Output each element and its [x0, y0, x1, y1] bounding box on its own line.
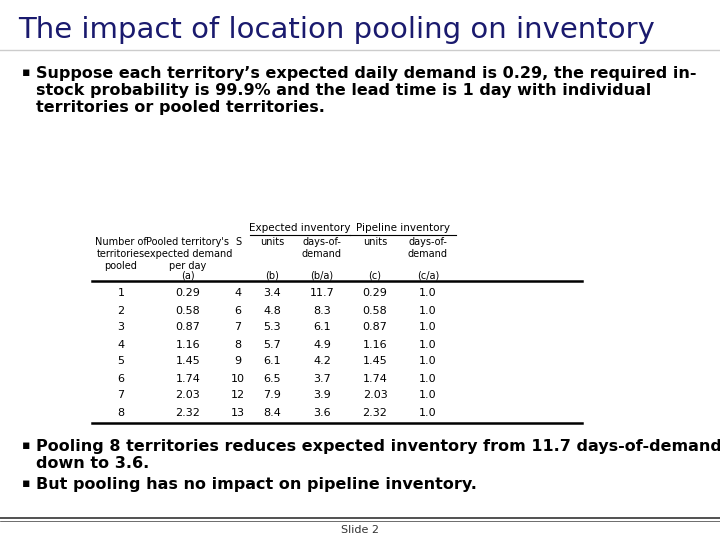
Text: S: S: [235, 237, 241, 247]
Text: 0.29: 0.29: [176, 288, 200, 299]
Text: 4: 4: [117, 340, 125, 349]
Text: Expected inventory: Expected inventory: [249, 223, 351, 233]
Text: 6.5: 6.5: [264, 374, 281, 383]
Text: 1.0: 1.0: [419, 322, 437, 333]
Text: The impact of location pooling on inventory: The impact of location pooling on invent…: [18, 16, 655, 44]
Text: 8: 8: [235, 340, 242, 349]
Text: Suppose each territory’s expected daily demand is 0.29, the required in-: Suppose each territory’s expected daily …: [36, 66, 696, 81]
Text: units: units: [260, 237, 284, 247]
Text: 2.32: 2.32: [176, 408, 200, 417]
Text: 1.0: 1.0: [419, 340, 437, 349]
Text: 3.9: 3.9: [313, 390, 331, 401]
Text: (c/a): (c/a): [417, 271, 439, 281]
Text: 5.7: 5.7: [263, 340, 281, 349]
Text: 6.1: 6.1: [264, 356, 281, 367]
Text: 3.7: 3.7: [313, 374, 331, 383]
Text: 0.29: 0.29: [363, 288, 387, 299]
Text: 1.0: 1.0: [419, 288, 437, 299]
Text: 1.74: 1.74: [363, 374, 387, 383]
Text: Number of
territories
pooled: Number of territories pooled: [95, 237, 147, 271]
Text: 1.0: 1.0: [419, 356, 437, 367]
Text: 7.9: 7.9: [263, 390, 281, 401]
Text: territories or pooled territories.: territories or pooled territories.: [36, 100, 325, 115]
Text: 1.0: 1.0: [419, 306, 437, 315]
Text: 9: 9: [235, 356, 242, 367]
Text: 5.3: 5.3: [264, 322, 281, 333]
Text: (c): (c): [369, 271, 382, 281]
Text: 1.0: 1.0: [419, 374, 437, 383]
Text: days-of-
demand: days-of- demand: [408, 237, 448, 259]
Text: 10: 10: [231, 374, 245, 383]
Text: 1.45: 1.45: [363, 356, 387, 367]
Text: 2.32: 2.32: [363, 408, 387, 417]
Text: 1.0: 1.0: [419, 408, 437, 417]
Text: 13: 13: [231, 408, 245, 417]
Text: 1.45: 1.45: [176, 356, 200, 367]
Text: 4: 4: [235, 288, 242, 299]
Text: days-of-
demand: days-of- demand: [302, 237, 342, 259]
Text: (b/a): (b/a): [310, 271, 333, 281]
Text: 11.7: 11.7: [310, 288, 334, 299]
Text: 6: 6: [117, 374, 125, 383]
Text: 4.2: 4.2: [313, 356, 331, 367]
Text: 0.58: 0.58: [363, 306, 387, 315]
Text: 3: 3: [117, 322, 125, 333]
Text: 6.1: 6.1: [313, 322, 330, 333]
Text: 1: 1: [117, 288, 125, 299]
Text: 2: 2: [117, 306, 125, 315]
Text: 0.87: 0.87: [363, 322, 387, 333]
Text: But pooling has no impact on pipeline inventory.: But pooling has no impact on pipeline in…: [36, 477, 477, 492]
Text: 5: 5: [117, 356, 125, 367]
Text: 7: 7: [117, 390, 125, 401]
Text: units: units: [363, 237, 387, 247]
Text: 8: 8: [117, 408, 125, 417]
Text: 1.0: 1.0: [419, 390, 437, 401]
Text: 4.8: 4.8: [263, 306, 281, 315]
Text: (b): (b): [265, 271, 279, 281]
Text: 2.03: 2.03: [363, 390, 387, 401]
Text: 1.74: 1.74: [176, 374, 200, 383]
Text: 1.16: 1.16: [363, 340, 387, 349]
Text: 12: 12: [231, 390, 245, 401]
Text: 8.3: 8.3: [313, 306, 331, 315]
Text: stock probability is 99.9% and the lead time is 1 day with individual: stock probability is 99.9% and the lead …: [36, 83, 652, 98]
Text: 3.6: 3.6: [313, 408, 330, 417]
Text: 4.9: 4.9: [313, 340, 331, 349]
Text: 0.58: 0.58: [176, 306, 200, 315]
Text: ▪: ▪: [22, 66, 30, 79]
Text: Pipeline inventory: Pipeline inventory: [356, 223, 450, 233]
Text: Pooling 8 territories reduces expected inventory from 11.7 days-of-demand: Pooling 8 territories reduces expected i…: [36, 439, 720, 454]
Text: 8.4: 8.4: [263, 408, 281, 417]
Text: 3.4: 3.4: [263, 288, 281, 299]
Text: 2.03: 2.03: [176, 390, 200, 401]
Text: 6: 6: [235, 306, 241, 315]
Text: Pooled territory's
expected demand
per day: Pooled territory's expected demand per d…: [144, 237, 232, 271]
Text: ▪: ▪: [22, 477, 30, 490]
Text: down to 3.6.: down to 3.6.: [36, 456, 149, 471]
Text: 0.87: 0.87: [176, 322, 200, 333]
Text: ▪: ▪: [22, 439, 30, 452]
Text: (a): (a): [181, 271, 195, 281]
Text: Slide 2: Slide 2: [341, 525, 379, 535]
Text: 1.16: 1.16: [176, 340, 200, 349]
Text: 7: 7: [235, 322, 242, 333]
